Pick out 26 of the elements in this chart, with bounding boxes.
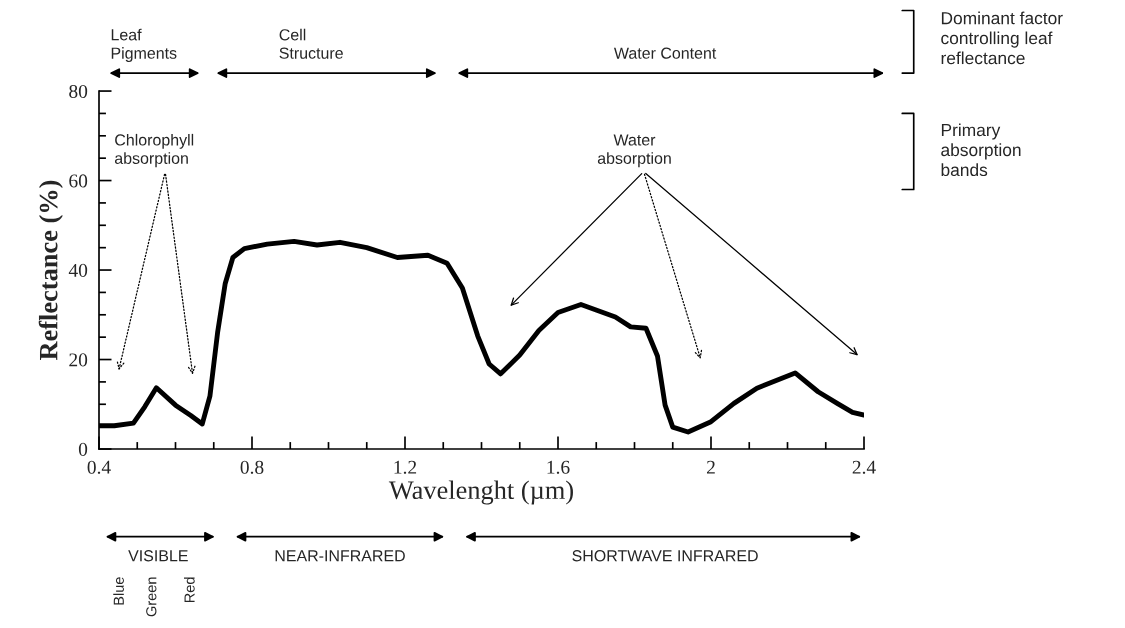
y-tick-label: 20	[69, 353, 88, 367]
x-tick-label: 0.8	[240, 460, 264, 474]
text: Red	[184, 577, 195, 603]
text: Leaf Pigments	[111, 28, 177, 62]
text: NEAR-INFRARED	[275, 550, 405, 562]
y-tick-label: 80	[69, 84, 88, 98]
x-tick-label: 2	[706, 460, 715, 474]
y-tick-label: 40	[68, 263, 88, 277]
text: Green	[146, 577, 157, 617]
annotation: Chlorophyll absorption	[114, 133, 194, 168]
x-tick-label: 1.6	[547, 460, 570, 474]
text: Dominant factor controlling leaf reflectance	[941, 11, 1063, 65]
y-axis-title: Reflectance (%)	[38, 180, 63, 361]
x-tick-label: 1.2	[394, 460, 417, 474]
text: Blue	[113, 577, 124, 605]
text: Primary absorption bands	[941, 123, 1021, 177]
x-tick-label: 2.4	[852, 460, 876, 474]
y-tick-label: 0	[78, 442, 88, 456]
annotation: Water absorption	[597, 134, 671, 168]
x-tick-label: 0.4	[87, 460, 111, 474]
text: Cell Structure	[279, 28, 343, 59]
x-axis-title: Wavelenght (µm)	[388, 480, 573, 505]
text: VISIBLE	[128, 550, 188, 562]
text: SHORTWAVE INFRARED	[572, 550, 758, 562]
text: Water Content	[613, 47, 717, 59]
y-tick-label: 60	[69, 174, 88, 188]
